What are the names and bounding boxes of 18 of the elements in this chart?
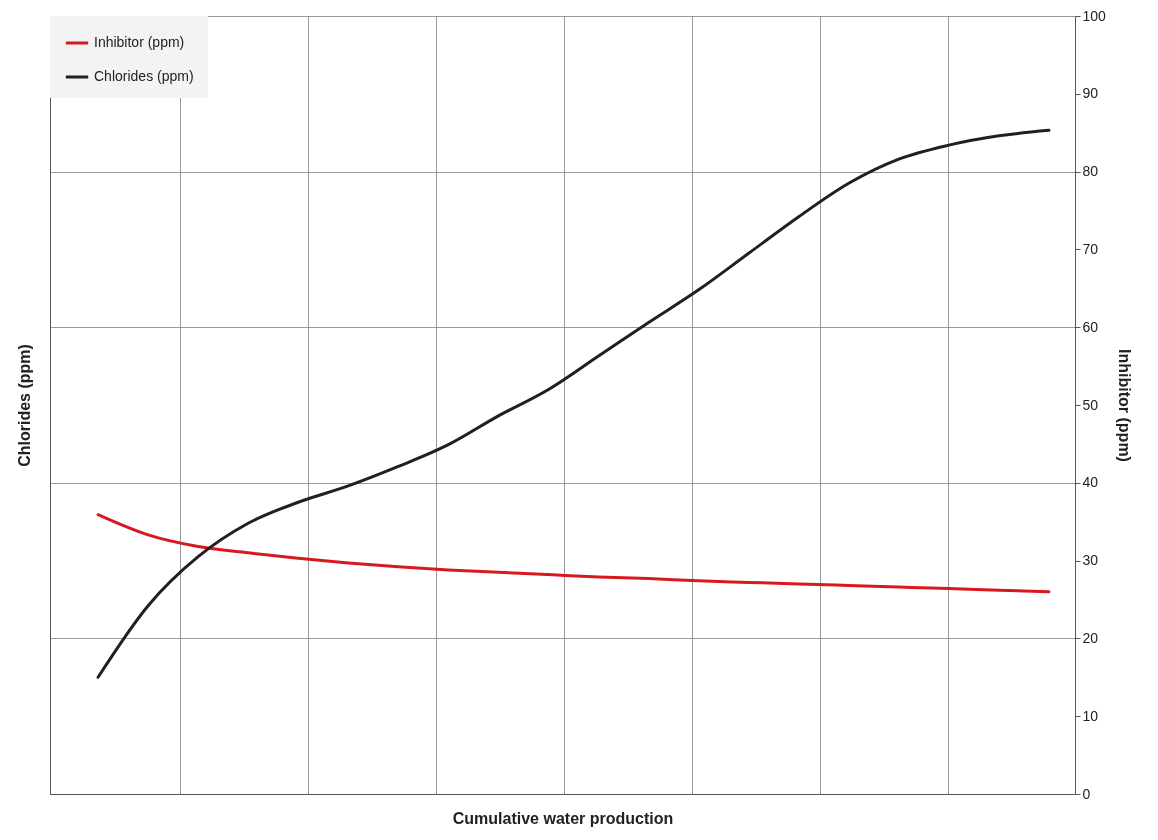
y-tick-label: 80 xyxy=(1082,163,1099,180)
text: Chlorides (ppm) xyxy=(15,344,33,467)
y-tick-label: 10 xyxy=(1082,707,1099,724)
legend-label: Chlorides (ppm) xyxy=(94,68,194,84)
y-tick-label: 60 xyxy=(1082,318,1099,335)
y-tick-label: 40 xyxy=(1082,474,1099,491)
y-tick-label: 30 xyxy=(1082,552,1099,569)
y-axis-title: Inhibitor (ppm) xyxy=(1115,349,1133,462)
legend-label: Inhibitor (ppm) xyxy=(94,34,185,50)
y-tick-label: 90 xyxy=(1082,85,1099,102)
line-series xyxy=(96,128,1051,679)
y-tick-label: 0 xyxy=(1082,785,1091,802)
y-tick-label: 20 xyxy=(1082,629,1099,646)
line-series xyxy=(96,513,1051,594)
y-tick-label: 70 xyxy=(1082,240,1099,257)
y-tick-label: 50 xyxy=(1082,396,1099,413)
y-tick-label: 100 xyxy=(1082,7,1107,24)
x-axis-title: Cumulative water production xyxy=(452,809,674,827)
